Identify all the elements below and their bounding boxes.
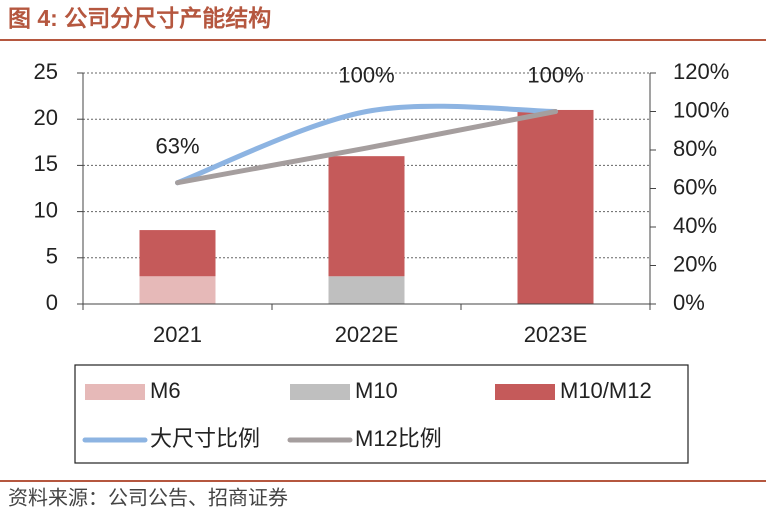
legend-label: M6 [150,378,181,403]
legend-swatch [495,384,555,400]
line [175,109,558,186]
data-label: 100% [338,62,394,87]
x-tick-label: 2023E [524,322,588,347]
legend-swatch [85,384,145,400]
x-tick-label: 2022E [335,322,399,347]
y2-tick-label: 60% [673,174,717,199]
chart-title: 图 4: 公司分尺寸产能结构 [8,5,271,31]
y-tick-label: 15 [34,151,58,176]
x-tick-label: 2021 [153,322,202,347]
data-label: 63% [155,134,199,159]
legend-label: M10 [355,378,398,403]
y-tick-label: 25 [34,59,58,84]
y2-tick-label: 0% [673,290,705,315]
y-tick-label: 0 [46,290,58,315]
bar [139,230,216,277]
y-tick-label: 5 [46,244,58,269]
y2-tick-label: 100% [673,97,729,122]
bar [517,109,594,305]
bar [328,156,405,277]
legend-swatch [290,384,350,400]
y2-tick-label: 80% [673,136,717,161]
legend-label: M10/M12 [560,378,652,403]
data-label: 100% [527,62,583,87]
y-tick-label: 20 [34,105,58,130]
source: 资料来源：公司公告、招商证券 [8,486,288,509]
legend-label: M12比例 [355,426,442,451]
line [175,103,558,186]
y2-tick-label: 120% [673,59,729,84]
legend-box [74,364,689,464]
y2-tick-label: 20% [673,251,717,276]
y-tick-label: 10 [34,197,58,222]
y2-tick-label: 40% [673,213,717,238]
bar [328,276,405,304]
bar [139,276,216,304]
legend-label: 大尺寸比例 [150,426,260,451]
